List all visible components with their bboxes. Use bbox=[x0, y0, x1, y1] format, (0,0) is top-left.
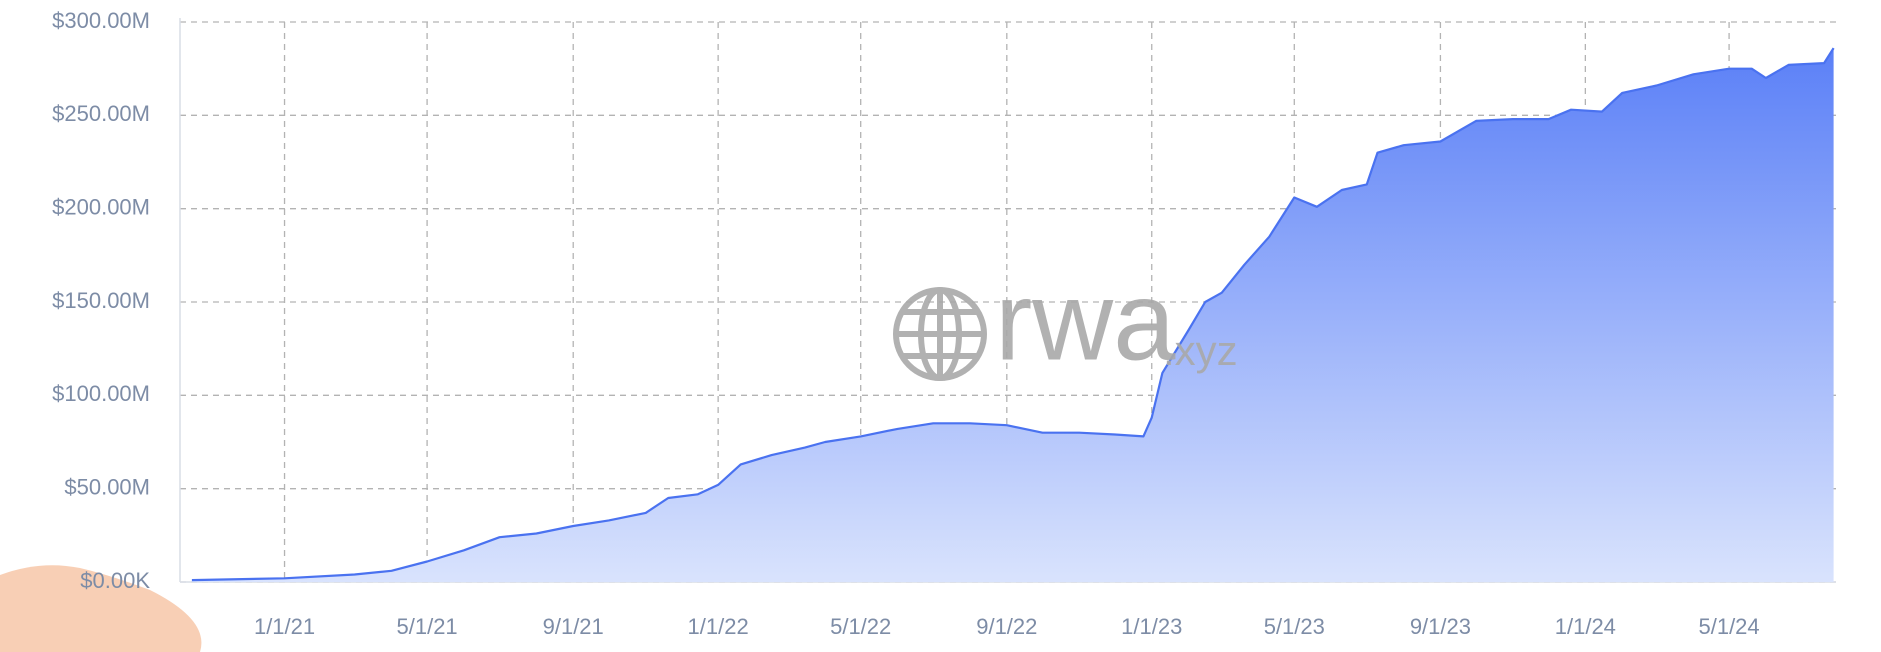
y-tick-label: $0.00K bbox=[80, 568, 150, 593]
area bbox=[191, 48, 1834, 583]
x-tick-label: 9/1/22 bbox=[976, 614, 1037, 639]
x-tick-label: 5/1/22 bbox=[830, 614, 891, 639]
y-tick-label: $300.00M bbox=[52, 8, 150, 33]
globe-icon bbox=[893, 287, 987, 381]
x-tick-label: 1/1/22 bbox=[688, 614, 749, 639]
y-tick-label: $250.00M bbox=[52, 101, 150, 126]
labels: $0.00K $50.00M $100.00M $150.00M $200.00M $25… bbox=[52, 8, 1760, 639]
line bbox=[191, 47, 1835, 582]
x-tick-label: 1/1/23 bbox=[1121, 614, 1182, 639]
x-tick-label: 1/1/21 bbox=[254, 614, 315, 639]
x-tick-label: 5/1/23 bbox=[1264, 614, 1325, 639]
x-tick-label: 1/1/24 bbox=[1555, 614, 1616, 639]
watermark-text: rwa bbox=[995, 259, 1176, 384]
decor-blob bbox=[0, 565, 202, 652]
x-tick-label: 9/1/23 bbox=[1410, 614, 1471, 639]
watermark-suffix: .xyz bbox=[1163, 327, 1238, 374]
data bbox=[191, 47, 1835, 583]
x-tick-label: 5/1/24 bbox=[1698, 614, 1759, 639]
y-tick-label: $150.00M bbox=[52, 288, 150, 313]
x-tick-label: 9/1/21 bbox=[543, 614, 604, 639]
x-tick-label: 5/1/21 bbox=[397, 614, 458, 639]
y-tick-label: $200.00M bbox=[52, 194, 150, 219]
y-tick-label: $100.00M bbox=[52, 381, 150, 406]
y-tick-label: $50.00M bbox=[64, 474, 150, 499]
watermark: rwa .xyz bbox=[893, 259, 1238, 384]
